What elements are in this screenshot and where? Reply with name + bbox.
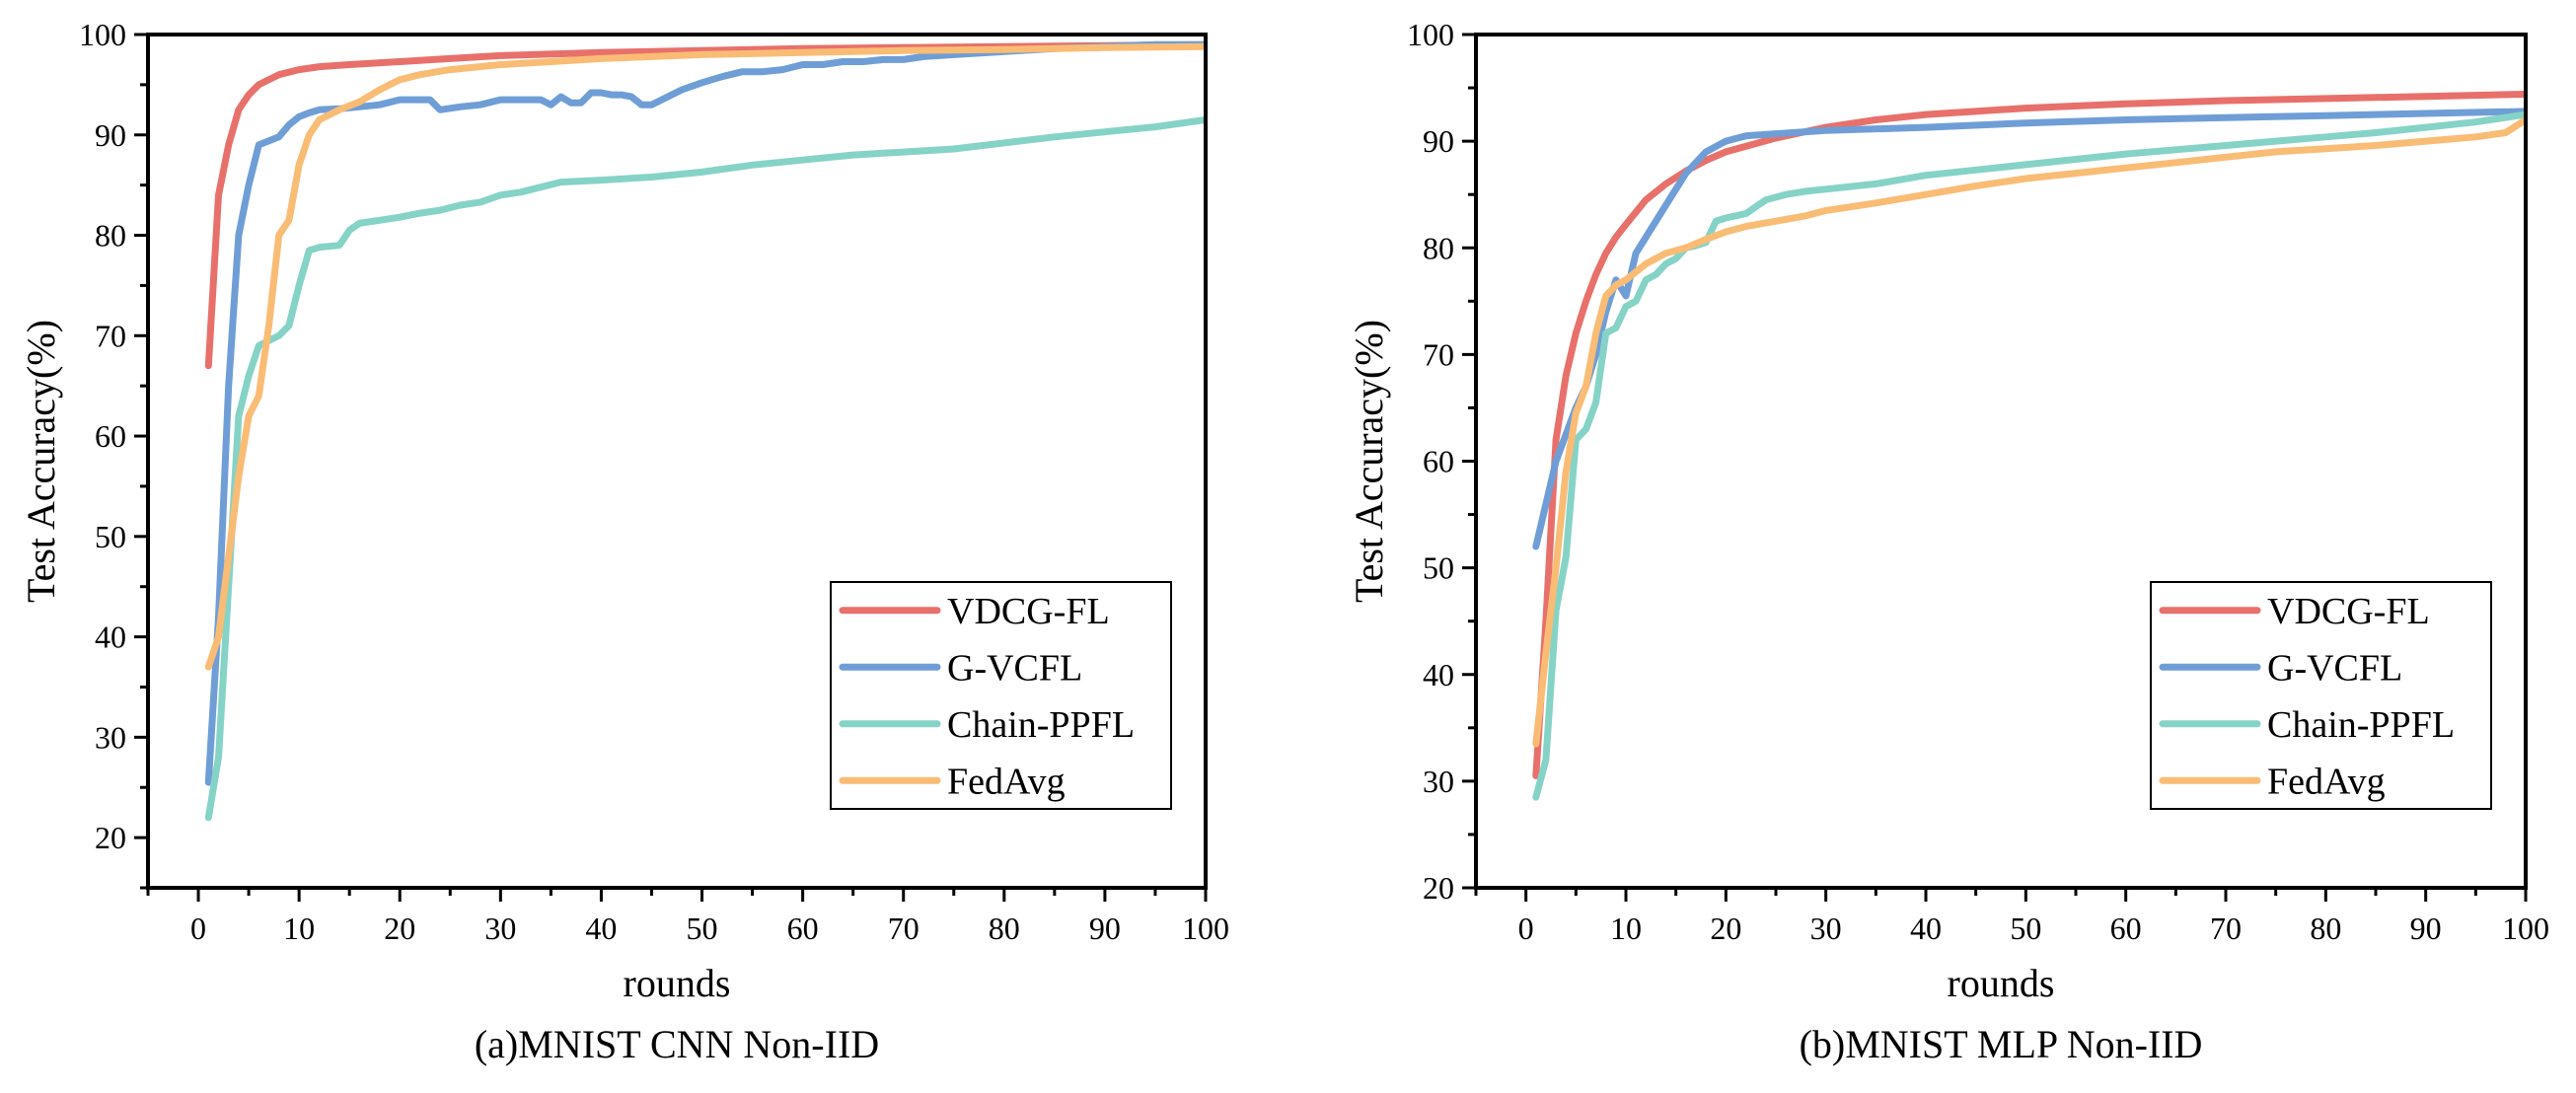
- y-tick-label: 20: [95, 820, 126, 855]
- x-tick-label: 70: [2210, 911, 2242, 946]
- legend-box: [2150, 581, 2492, 810]
- legend-label-g-vcfl: G-VCFL: [2267, 647, 2402, 689]
- legend-label-fedavg: FedAvg: [2267, 761, 2386, 802]
- series-line-chain-ppfl: [1532, 110, 2526, 801]
- x-tick-label: 60: [787, 911, 819, 946]
- x-tick-label: 70: [888, 911, 920, 946]
- series-group: [204, 40, 1206, 822]
- series-line-fedavg: [1532, 116, 2526, 748]
- legend-label-chain-ppfl: Chain-PPFL: [947, 704, 1135, 746]
- y-tick-label: 70: [1423, 336, 1454, 372]
- x-tick-label: 50: [687, 911, 718, 946]
- chart-a-cnn: 0 10 20 30 40 50 60 70 80 90 100 20 30 40 50 60 70 80 90 10…: [19, 17, 1229, 1066]
- x-tick-label: 80: [989, 911, 1020, 946]
- x-tick-label: 100: [1182, 911, 1229, 946]
- y-tick-label: 70: [95, 318, 126, 353]
- y-axis-title: Test Accuracy(%): [19, 320, 63, 603]
- chart-caption: (b)MNIST MLP Non-IID: [1800, 1022, 2203, 1066]
- legend: VDCG-FL G-VCFL Chain-PPFL FedAvg: [2150, 581, 2492, 810]
- legend-box: [830, 581, 1172, 810]
- x-tick-label: 100: [2502, 911, 2549, 946]
- legend-label-chain-ppfl: Chain-PPFL: [2267, 704, 2455, 746]
- legend: VDCG-FL G-VCFL Chain-PPFL FedAvg: [830, 581, 1172, 810]
- x-axis-title: rounds: [1948, 961, 2055, 1005]
- y-axis-title: Test Accuracy(%): [1347, 320, 1391, 603]
- x-tick-label: 20: [1710, 911, 1741, 946]
- x-tick-label: 10: [1610, 911, 1642, 946]
- y-tick-label: 90: [1423, 123, 1454, 159]
- series-group: [1532, 91, 2526, 801]
- plot-frame: [146, 33, 1208, 890]
- y-tick-label: 30: [1423, 764, 1454, 799]
- series-line-chain-ppfl: [204, 116, 1206, 822]
- y-tick-label: 80: [95, 218, 126, 254]
- y-tick-label: 30: [95, 719, 126, 755]
- x-tick-label: 90: [1089, 911, 1121, 946]
- y-tick-label: 40: [1423, 657, 1454, 692]
- legend-label-g-vcfl: G-VCFL: [947, 647, 1082, 689]
- y-tick-label: 100: [79, 17, 126, 52]
- y-tick-label: 50: [1423, 550, 1454, 586]
- legend-label-fedavg: FedAvg: [947, 761, 1066, 802]
- y-tick-label: 100: [1407, 17, 1454, 52]
- y-tick-label: 60: [95, 418, 126, 454]
- y-tick-label: 20: [1423, 870, 1454, 906]
- legend-label-vdcg-fl: VDCG-FL: [947, 591, 1110, 632]
- y-tick-label: 90: [95, 117, 126, 153]
- x-tick-label: 10: [283, 911, 315, 946]
- legend-label-vdcg-fl: VDCG-FL: [2267, 591, 2430, 632]
- x-tick-label: 30: [484, 911, 516, 946]
- series-line-vdcg-fl: [204, 40, 1206, 370]
- x-tick-label: 30: [1810, 911, 1842, 946]
- y-tick-label: 50: [95, 519, 126, 554]
- x-tick-label: 0: [1518, 911, 1534, 946]
- x-tick-label: 80: [2310, 911, 2341, 946]
- chart-b-mlp: 0 10 20 30 40 50 60 70 80 90 100 20 30 40 50 60 70 80 90 10…: [1347, 17, 2549, 1066]
- x-tick-label: 60: [2110, 911, 2142, 946]
- y-tick-label: 60: [1423, 444, 1454, 479]
- series-line-fedavg: [204, 42, 1206, 671]
- x-tick-label: 90: [2410, 911, 2442, 946]
- x-tick-label: 40: [1910, 911, 1942, 946]
- chart-caption: (a)MNIST CNN Non-IID: [475, 1022, 879, 1066]
- x-axis-title: rounds: [624, 961, 731, 1005]
- x-tick-label: 0: [190, 911, 206, 946]
- series-line-g-vcfl: [204, 40, 1206, 786]
- y-tick-label: 40: [95, 619, 126, 655]
- x-tick-label: 20: [384, 911, 415, 946]
- x-tick-label: 40: [585, 911, 617, 946]
- x-tick-label: 50: [2010, 911, 2041, 946]
- y-tick-label: 80: [1423, 230, 1454, 265]
